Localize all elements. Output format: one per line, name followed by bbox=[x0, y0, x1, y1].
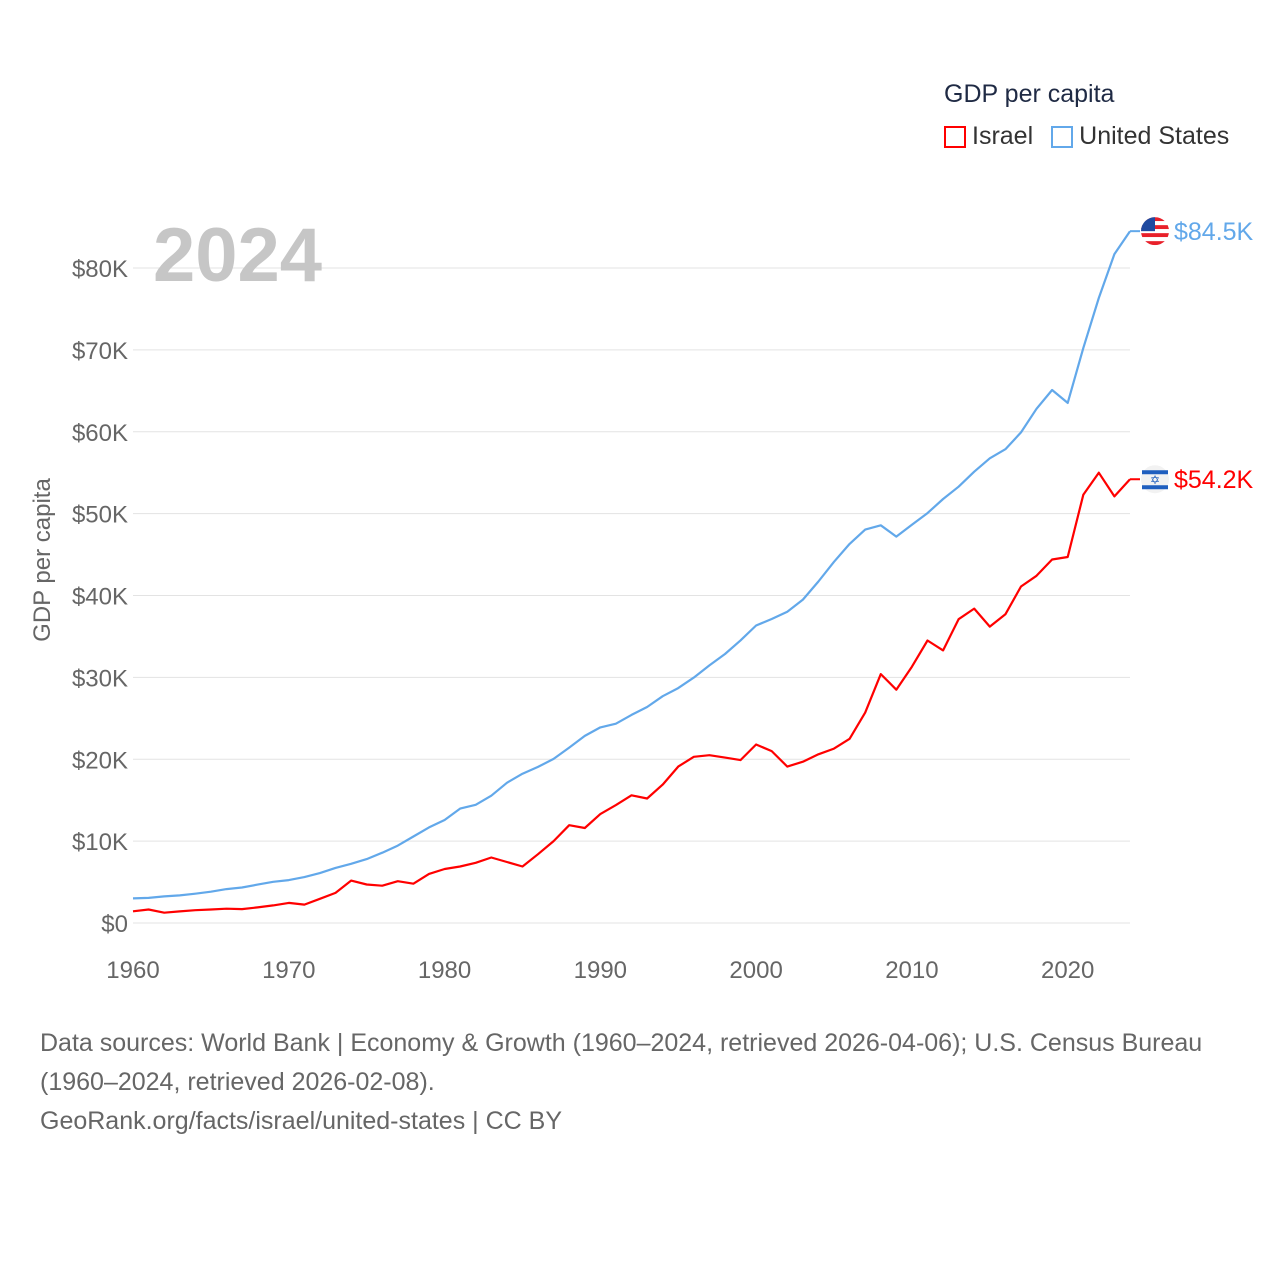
y-axis-label: GDP per capita bbox=[29, 478, 56, 642]
legend-item-united-states[interactable]: United States bbox=[1051, 122, 1229, 151]
y-tick-label: $50K bbox=[72, 502, 128, 529]
legend-title: GDP per capita bbox=[944, 80, 1115, 108]
legend-label: United States bbox=[1079, 122, 1230, 150]
x-tick-label: 2020 bbox=[1041, 957, 1094, 984]
legend-swatch-united-states bbox=[1051, 125, 1074, 148]
legend: Israel United States bbox=[944, 122, 1247, 151]
x-tick-label: 1960 bbox=[106, 957, 159, 984]
x-tick-label: 2000 bbox=[729, 957, 782, 984]
svg-text:✡: ✡ bbox=[1150, 473, 1160, 487]
y-tick-label: $60K bbox=[72, 420, 128, 447]
x-tick-label: 1980 bbox=[418, 957, 471, 984]
legend-item-israel[interactable]: Israel bbox=[944, 122, 1033, 151]
legend-label: Israel bbox=[972, 122, 1034, 150]
series-line-israel bbox=[132, 471, 1131, 914]
end-value-label: $84.5K bbox=[1174, 218, 1254, 246]
footer: Data sources: World Bank | Economy & Gro… bbox=[40, 1024, 1240, 1141]
credit-link[interactable]: GeoRank.org/facts/israel/united-states |… bbox=[40, 1107, 562, 1135]
x-tick-label: 1970 bbox=[262, 957, 315, 984]
x-tick-label: 1990 bbox=[574, 957, 627, 984]
y-tick-label: $10K bbox=[72, 829, 128, 856]
legend-swatch-israel bbox=[944, 125, 966, 148]
israel-flag-icon: ✡ bbox=[1141, 465, 1169, 494]
us-flag-icon bbox=[1141, 217, 1169, 246]
end-value-label: $54.2K bbox=[1174, 466, 1254, 494]
x-tick-label: 2010 bbox=[885, 957, 938, 984]
data-sources: Data sources: World Bank | Economy & Gro… bbox=[40, 1029, 1203, 1096]
year-watermark: 2024 bbox=[153, 213, 323, 298]
y-tick-label: $20K bbox=[72, 747, 128, 774]
y-tick-label: $80K bbox=[72, 256, 128, 283]
series-line-united-states bbox=[132, 230, 1131, 900]
y-tick-label: $70K bbox=[72, 338, 128, 365]
y-tick-label: $0 bbox=[101, 911, 128, 938]
y-tick-label: $40K bbox=[72, 584, 128, 611]
y-tick-label: $30K bbox=[72, 665, 128, 692]
